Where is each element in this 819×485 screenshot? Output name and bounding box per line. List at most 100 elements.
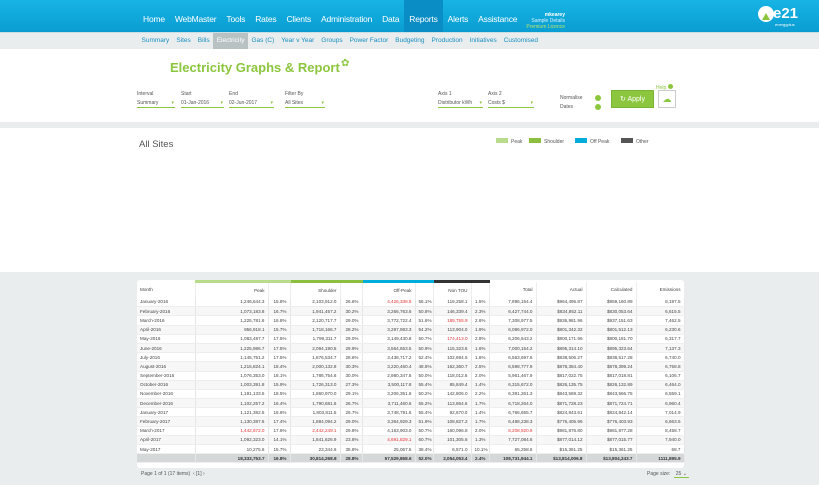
table-cell: 48.8% [415, 361, 434, 372]
table-cell: 23,344.6 [290, 444, 341, 455]
table-row[interactable]: February-2017 1,130,387.6 17.4% 1,884,094.2… [137, 416, 685, 427]
month-cell: May-2016 [137, 334, 196, 344]
table-cell: 1,076,353.0 [195, 371, 269, 381]
table-row[interactable]: May-2017 10,275.6 15.7% 23,344.6 35.8% 25,067… [137, 444, 685, 455]
table-row[interactable]: August-2016 1,215,824.1 18.4% 2,000,132.8 30… [137, 361, 685, 372]
table-row[interactable]: April-2017 1,092,323.0 14.1% 1,841,626.9 23.… [137, 435, 685, 446]
next-page-button[interactable]: › [203, 471, 205, 477]
table-cell: 17.4% [268, 416, 291, 427]
table-cell: 102,694.5 [433, 352, 472, 363]
table-row[interactable]: October-2016 1,003,391.8 15.9% 1,726,313.0 2… [137, 380, 685, 390]
table-cell: 1,225,781.6 [195, 315, 269, 326]
tab-bills[interactable]: Bills [197, 37, 210, 44]
table-row[interactable]: December-2016 1,102,257.2 16.4% 1,790,681.6… [137, 398, 685, 409]
tab-production[interactable]: Production [431, 37, 463, 44]
account-info[interactable]: mkearey Sample Details Premium Licence [507, 12, 565, 30]
end-date-select[interactable]: End 02-Jun-2017 [229, 91, 274, 108]
nav-item-administration[interactable]: Administration [321, 14, 373, 24]
column-header[interactable] [471, 280, 490, 298]
table-row[interactable]: May-2016 1,083,487.7 17.5% 1,799,311.7 29.0%… [137, 334, 685, 344]
column-header[interactable]: Off-Peak [362, 280, 416, 298]
page-1-button[interactable]: [1] [196, 471, 202, 477]
column-header[interactable]: Month [137, 281, 196, 298]
table-row[interactable]: January-2017 1,121,382.5 16.6% 1,803,811.5 2… [137, 407, 685, 418]
table-cell: 113,904.0 [433, 325, 472, 335]
tab-summary[interactable]: Summary [141, 37, 170, 44]
tab-initiatives[interactable]: Initiatives [469, 37, 497, 44]
tab-budgeting[interactable]: Budgeting [395, 37, 425, 44]
table-cell: 1,130,387.6 [195, 416, 269, 427]
table-row[interactable]: March-2017 1,442,672.0 17.6% 2,442,249.1 29.… [137, 426, 685, 436]
tab-groups[interactable]: Groups [321, 37, 343, 44]
table-row[interactable]: November-2016 1,181,133.5 18.5% 1,860,970.0… [137, 389, 685, 400]
column-header[interactable]: Total [489, 281, 537, 298]
table-row[interactable]: June-2016 1,225,986.7 17.5% 2,094,190.5 29.9… [137, 343, 685, 354]
table-cell: $824,843.61 [536, 407, 587, 418]
table-cell: $838,517.28 [586, 352, 637, 363]
interval-select[interactable]: Interval Summary [137, 91, 175, 108]
month-cell: January-2017 [137, 407, 196, 418]
axis1-select[interactable]: Axis 1 Distributor kWh [438, 91, 483, 108]
table-row[interactable]: March-2016 1,225,781.6 16.8% 2,120,717.7 29.… [137, 315, 685, 326]
nav-item-assistance[interactable]: Assistance [478, 14, 518, 24]
column-header[interactable]: Emissions [636, 281, 685, 298]
table-cell: 1,215,824.1 [195, 361, 269, 372]
column-header[interactable]: Shoulder [290, 280, 341, 298]
table-row[interactable]: July-2016 1,145,751.2 17.5% 1,876,534.7 28.6… [137, 352, 685, 363]
tab-sites[interactable]: Sites [176, 37, 191, 44]
tab-customised[interactable]: Customised [503, 37, 539, 44]
nav-item-webmaster[interactable]: WebMaster [174, 14, 217, 24]
column-header[interactable]: Peak [195, 280, 269, 298]
table-cell: 108,827.2 [433, 416, 472, 427]
table-row[interactable]: September-2016 1,076,353.0 18.1% 1,786,754.… [137, 371, 685, 381]
start-date-select[interactable]: Start 01-Jan-2016 [181, 91, 224, 108]
column-header[interactable] [340, 280, 363, 298]
total-cell [137, 453, 196, 464]
column-header[interactable] [268, 280, 291, 298]
axis2-select[interactable]: Axis 2 Costs $ [488, 91, 534, 108]
table-cell: $877,014.12 [536, 435, 587, 446]
nav-item-home[interactable]: Home [143, 14, 165, 24]
table-cell: 189,755.9 [433, 315, 472, 326]
table-cell: 3,149,430.8 [362, 334, 416, 344]
help-link[interactable]: Help [656, 84, 673, 91]
table-row[interactable]: April-2016 956,918.1 15.7% 1,718,166.7 28.2%… [137, 325, 685, 335]
nav-item-data[interactable]: Data [382, 14, 400, 24]
nav-item-tools[interactable]: Tools [226, 14, 246, 24]
table-cell: 54.2% [415, 325, 434, 335]
month-cell: July-2016 [137, 352, 196, 363]
table-cell: 50.7% [415, 334, 434, 344]
refresh-icon: ↻ [620, 96, 626, 103]
table-cell: 6,571.0 [433, 444, 472, 455]
dates-checkbox[interactable] [595, 104, 601, 110]
column-header[interactable]: Calculated [586, 281, 637, 298]
tab-year-v-year[interactable]: Year v Year [281, 37, 315, 44]
prev-page-button[interactable]: ‹ [192, 471, 195, 477]
apply-button[interactable]: ↻ Apply [611, 90, 654, 108]
cloud-upload-icon[interactable]: ☁ [658, 90, 676, 108]
table-row[interactable]: February-2016 1,073,183.8 16.7% 1,941,457.2… [137, 306, 685, 317]
gear-icon[interactable]: ✿ [341, 58, 350, 69]
nav-item-clients[interactable]: Clients [286, 14, 312, 24]
table-cell: 35.8% [340, 444, 363, 455]
table-cell: 2,094,190.5 [290, 343, 341, 354]
table-cell: 15.9% [268, 380, 291, 390]
column-header[interactable]: Non TOU [433, 280, 472, 298]
tab-gas-c-[interactable]: Gas (C) [251, 37, 275, 44]
table-cell: $826,132.89 [586, 380, 637, 390]
page-size-select[interactable]: 25 ⌄ [673, 471, 689, 478]
nav-item-reports[interactable]: Reports [404, 0, 443, 32]
tab-power-factor[interactable]: Power Factor [349, 37, 389, 44]
table-cell: 6,427,744.0 [489, 306, 537, 317]
filter-by-select[interactable]: Filter By All Sites [285, 91, 325, 108]
column-header[interactable] [415, 280, 434, 298]
normalise-checkbox[interactable] [595, 95, 601, 101]
table-cell: 2.0% [471, 371, 490, 381]
account-user: mkearey [544, 12, 565, 18]
tab-electricity[interactable]: Electricity [213, 33, 248, 49]
nav-item-rates[interactable]: Rates [255, 14, 277, 24]
month-cell: April-2017 [137, 435, 196, 446]
column-header[interactable]: Actual [536, 281, 587, 298]
table-row[interactable]: January-2016 1,246,644.3 15.8% 2,103,912.0 2… [137, 297, 685, 308]
nav-item-alerts[interactable]: Alerts [447, 14, 469, 24]
